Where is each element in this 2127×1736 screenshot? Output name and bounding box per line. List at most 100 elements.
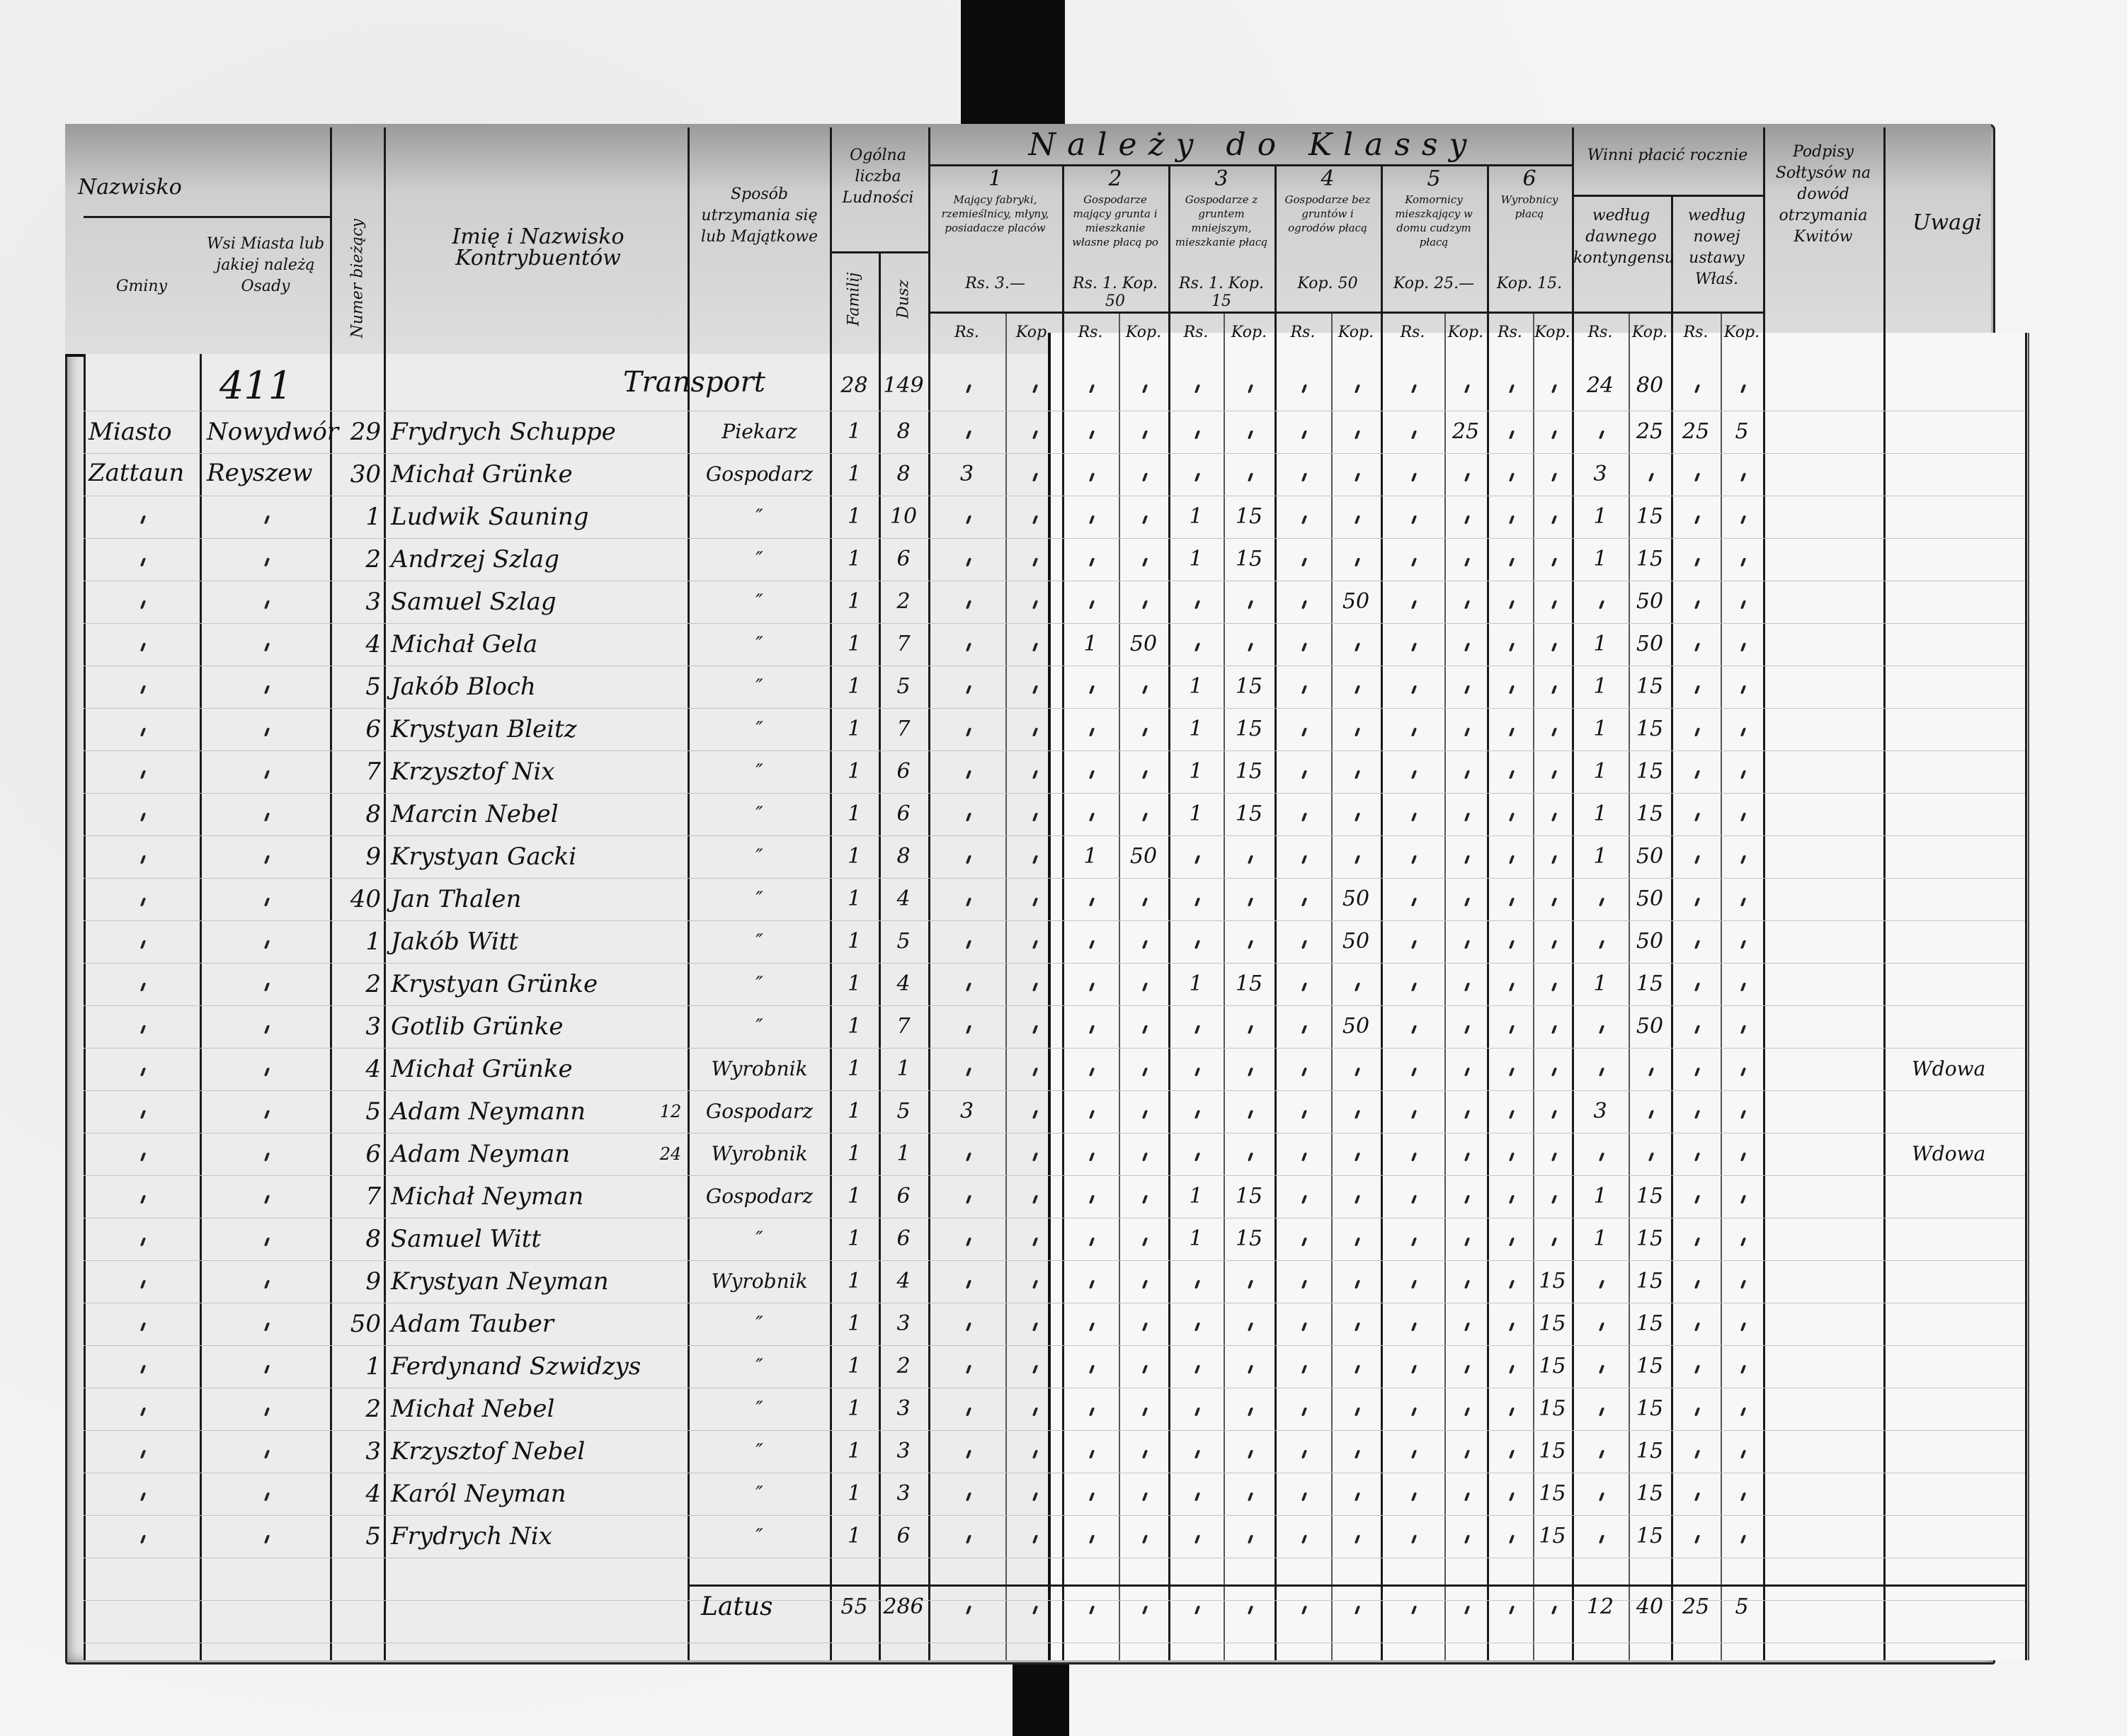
amount-cell: 24	[1586, 373, 1614, 398]
header-gminy: Gminy	[115, 278, 168, 295]
folio-number: 411	[219, 363, 293, 408]
class-4-no: 4	[1321, 166, 1335, 191]
class-5-no: 5	[1427, 166, 1441, 191]
row-number: 8	[365, 1225, 381, 1253]
row-number: 29	[350, 418, 381, 446]
occupation: Piekarz	[722, 420, 797, 443]
header-divider	[830, 251, 929, 253]
amount-cell: 25	[1682, 1594, 1710, 1619]
amount-cell: 15	[1235, 674, 1263, 699]
contributor-name: Michał Nebel	[391, 1395, 555, 1423]
ruled-line	[84, 453, 2025, 454]
amount-cell: 15	[1539, 1439, 1566, 1463]
ruled-line	[84, 878, 2025, 879]
column-rule	[1444, 312, 1446, 1660]
ruled-line	[84, 1515, 2025, 1516]
amount-cell: 15	[1636, 1396, 1664, 1421]
contributor-name: Frydrych Schuppe	[391, 418, 616, 446]
class-6-text: Wyrobnicy płacą	[1500, 193, 1558, 220]
dusze-cell: 4	[896, 886, 911, 911]
familie-cell: 1	[847, 844, 862, 869]
row-note: 12	[659, 1102, 682, 1121]
occupation: ″	[755, 632, 763, 656]
column-rule	[1275, 164, 1277, 1660]
dusze-cell: 4	[896, 971, 911, 996]
contributor-name: Andrzej Szlag	[391, 545, 559, 573]
rs-label: Rs.	[1183, 324, 1209, 341]
contributor-name: Michał Grünke	[391, 1055, 573, 1083]
row-number: 3	[365, 1012, 381, 1041]
familie-cell: 1	[847, 1524, 862, 1548]
amount-cell: 1	[1083, 632, 1097, 656]
kop-label: Kop.	[1231, 324, 1267, 341]
amount-cell: 15	[1636, 547, 1664, 571]
row-number: 6	[365, 715, 381, 743]
amount-cell: 1	[1189, 716, 1203, 741]
binding-strip-top	[961, 0, 1065, 127]
occupation: ″	[755, 1524, 763, 1548]
wies-line-2: Reyszew	[207, 459, 313, 487]
amount-cell: 15	[1539, 1311, 1566, 1336]
contributor-name: Michał Grünke	[391, 460, 573, 489]
familie-cell: 1	[847, 1141, 862, 1166]
row-number: 7	[365, 1182, 381, 1211]
amount-cell: 1	[1593, 801, 1607, 826]
amount-cell: 1	[1189, 759, 1203, 784]
familie-cell: 1	[847, 1354, 862, 1378]
header-divider	[928, 164, 1572, 166]
amount-cell: 15	[1235, 547, 1263, 571]
amount-cell: 15	[1636, 1226, 1664, 1251]
occupation: Gospodarz	[705, 462, 814, 486]
occupation: Gospodarz	[705, 1184, 814, 1208]
dusze-cell: 3	[896, 1439, 911, 1463]
dusze-cell: 1	[896, 1056, 911, 1081]
occupation: Wyrobnik	[711, 1142, 808, 1165]
row-number: 4	[365, 1480, 381, 1508]
column-rule	[830, 127, 832, 1660]
dusze-cell: 149	[883, 373, 924, 398]
amount-cell: 1	[1593, 632, 1607, 656]
column-rule	[384, 127, 386, 1660]
column-rule	[84, 354, 86, 1660]
amount-cell: 15	[1235, 504, 1263, 529]
column-rule	[688, 127, 690, 1660]
header-numer: Numer bieżący	[348, 219, 367, 338]
occupation: ″	[755, 1482, 763, 1505]
dusze-cell: 3	[896, 1311, 911, 1336]
amount-cell: 1	[1189, 1184, 1203, 1209]
amount-cell: 15	[1235, 801, 1263, 826]
amount-cell: 15	[1636, 1269, 1664, 1294]
class-6-no: 6	[1522, 166, 1536, 191]
amount-cell: 50	[1636, 589, 1664, 614]
contributor-name: Krzysztof Nix	[391, 758, 555, 786]
familie-cell: 1	[847, 419, 862, 444]
rs-label: Rs.	[1290, 324, 1316, 341]
ruled-line	[84, 920, 2025, 921]
dusze-cell: 3	[896, 1396, 911, 1421]
occupation: ″	[755, 1439, 763, 1463]
ruled-line	[84, 750, 2025, 751]
familie-cell: 1	[847, 632, 862, 656]
amount-cell: 50	[1342, 929, 1370, 954]
occupation: ″	[755, 1354, 763, 1378]
familie-cell: 1	[847, 589, 862, 614]
occupation: ″	[755, 505, 763, 528]
amount-cell: 15	[1636, 971, 1664, 996]
amount-cell: 15	[1539, 1269, 1566, 1294]
row-number: 5	[365, 1097, 381, 1126]
amount-cell: 15	[1235, 1184, 1263, 1209]
familie-cell: 1	[847, 929, 862, 954]
amount-cell: 15	[1636, 1524, 1664, 1548]
contributor-name: Karól Neyman	[391, 1480, 566, 1508]
column-rule	[1168, 164, 1170, 1660]
column-rule	[1005, 312, 1007, 1660]
class-4-text: Gospodarze bez gruntów i ogrodów płacą	[1284, 193, 1371, 234]
row-number: 5	[365, 673, 381, 701]
row-number: 2	[365, 1395, 381, 1423]
header-winni-a: według dawnego kontyngensu	[1573, 207, 1675, 267]
occupation: Wyrobnik	[711, 1057, 808, 1080]
rs-label: Rs.	[1400, 324, 1425, 341]
occupation: Gospodarz	[705, 1100, 814, 1123]
ruled-line	[84, 1048, 2025, 1049]
familie-cell: 1	[847, 1269, 862, 1294]
